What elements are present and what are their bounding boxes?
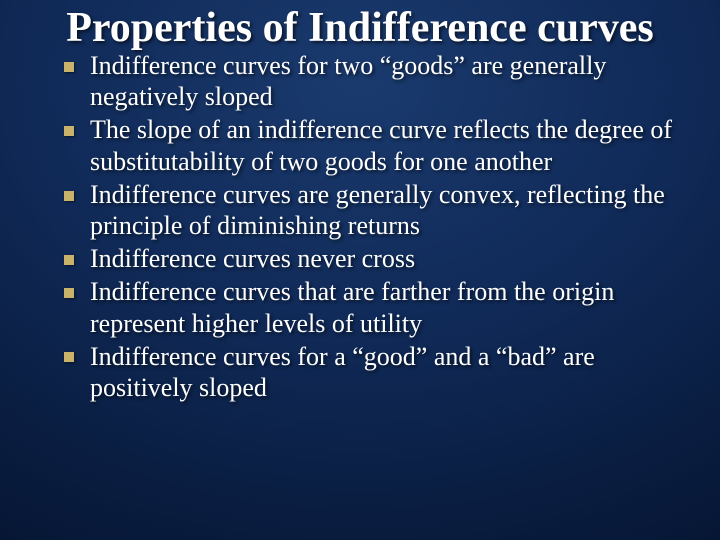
bullet-list: Indifference curves for two “goods” are … (30, 50, 690, 403)
slide: Properties of Indifference curves Indiff… (0, 0, 720, 540)
slide-title: Properties of Indifference curves (30, 0, 690, 50)
list-item: Indifference curves that are farther fro… (64, 276, 680, 338)
list-item: Indifference curves are generally convex… (64, 179, 680, 241)
list-item: Indifference curves for a “good” and a “… (64, 341, 680, 403)
list-item: The slope of an indifference curve refle… (64, 114, 680, 176)
list-item: Indifference curves for two “goods” are … (64, 50, 680, 112)
list-item: Indifference curves never cross (64, 243, 680, 274)
